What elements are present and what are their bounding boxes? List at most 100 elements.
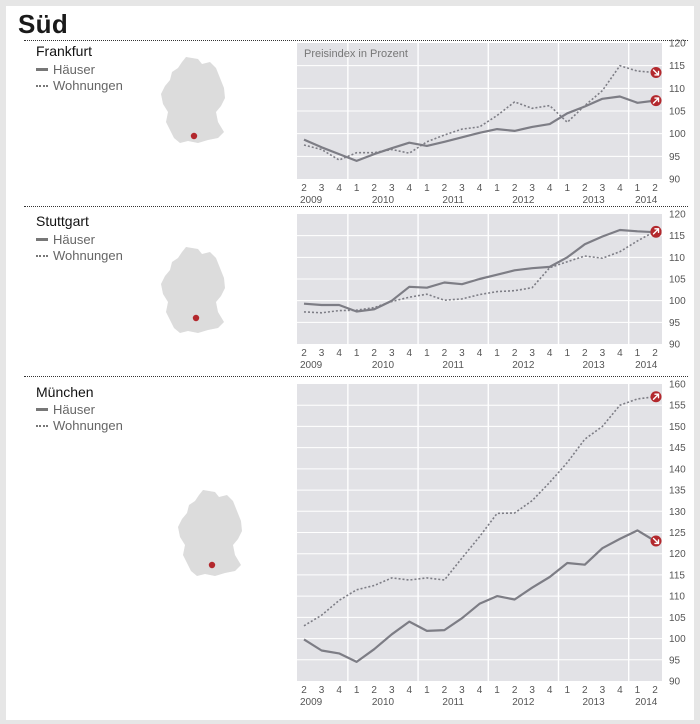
arrow-glyph <box>652 69 660 76</box>
legend-haeuser: Häuser <box>36 402 95 417</box>
x-tick-label: 1 <box>424 183 430 194</box>
legend-haeuser: Häuser <box>36 232 95 247</box>
year-label: 2010 <box>372 697 395 708</box>
year-label: 2009 <box>300 360 323 371</box>
x-tick-label: 1 <box>564 348 570 359</box>
series-line-haeuser <box>303 529 656 664</box>
year-label: 2009 <box>300 195 323 206</box>
x-tick-label: 2 <box>442 685 448 696</box>
year-label: 2014 <box>635 360 658 371</box>
panel-divider <box>24 40 688 41</box>
chart-0: 90 95 100 105 110 115 120 Preisindex in Prozent… <box>161 39 686 206</box>
series-line-wohnungen <box>303 395 656 627</box>
x-tick-label: 2 <box>582 348 588 359</box>
x-tick-label: 4 <box>407 183 413 194</box>
year-label: 2011 <box>442 697 464 708</box>
x-tick-label: 3 <box>529 348 535 359</box>
x-tick-label: 4 <box>477 348 483 359</box>
y-tick-label: 120 <box>669 549 686 560</box>
x-tick-label: 3 <box>600 348 606 359</box>
x-tick-label: 2 <box>582 183 588 194</box>
legend-solid-swatch <box>36 238 48 241</box>
panel-divider <box>24 206 688 207</box>
panel-muenchen: München Häuser Wohnungen <box>6 376 694 720</box>
germany-map-icon <box>161 57 225 143</box>
year-label: 2012 <box>512 195 535 206</box>
year-label: 2012 <box>512 697 535 708</box>
x-tick-label: 3 <box>319 685 325 696</box>
arrow-marker-icon <box>650 225 662 237</box>
arrow-marker-icon <box>650 66 662 78</box>
y-tick-label: 120 <box>669 39 686 50</box>
x-tick-label: 2 <box>301 183 307 194</box>
y-tick-label: 110 <box>669 253 685 264</box>
panel-divider <box>24 376 688 377</box>
x-tick-label: 4 <box>477 685 483 696</box>
y-tick-label: 160 <box>669 380 686 391</box>
germany-shape <box>161 247 225 333</box>
x-tick-label: 3 <box>600 685 606 696</box>
x-tick-label: 4 <box>477 183 483 194</box>
legend-label: Häuser <box>53 232 95 247</box>
x-tick-label: 2 <box>371 685 377 696</box>
city-name: München <box>36 384 94 400</box>
y-tick-label: 100 <box>669 129 686 140</box>
x-tick-label: 3 <box>319 348 325 359</box>
x-tick-label: 1 <box>354 183 360 194</box>
infographic-frame: Süd Frankfurt Häuser Wohnungen Stuttgart… <box>6 6 694 720</box>
year-label: 2013 <box>582 360 605 371</box>
x-tick-label: 2 <box>301 685 307 696</box>
legend-haeuser: Häuser <box>36 62 95 77</box>
y-tick-label: 95 <box>669 655 681 666</box>
germany-shape <box>178 490 242 576</box>
germany-shape <box>161 57 225 143</box>
x-tick-label: 3 <box>600 183 606 194</box>
x-tick-label: 1 <box>354 348 360 359</box>
x-tick-label: 1 <box>424 685 430 696</box>
x-tick-label: 1 <box>564 685 570 696</box>
y-tick-label: 95 <box>669 318 681 329</box>
arrow-glyph <box>652 393 660 400</box>
x-tick-label: 2 <box>512 685 518 696</box>
region-title: Süd <box>18 9 69 39</box>
x-tick-label: 2 <box>371 183 377 194</box>
x-tick-label: 2 <box>301 348 307 359</box>
x-tick-label: 4 <box>336 183 342 194</box>
legend-label: Häuser <box>53 62 95 77</box>
x-tick-label: 3 <box>459 183 465 194</box>
x-tick-label: 1 <box>494 183 500 194</box>
legend-wohnungen: Wohnungen <box>36 418 123 433</box>
x-tick-label: 1 <box>424 348 430 359</box>
y-tick-label: 95 <box>669 152 681 163</box>
x-tick-label: 3 <box>389 183 395 194</box>
y-tick-label: 100 <box>669 296 686 307</box>
panel-frankfurt: Frankfurt Häuser Wohnungen <box>6 36 694 206</box>
year-label: 2014 <box>635 195 658 206</box>
x-tick-label: 2 <box>512 183 518 194</box>
arrow-glyph <box>652 228 660 235</box>
city-location-dot <box>190 132 198 140</box>
y-tick-label: 130 <box>669 507 686 518</box>
y-tick-label: 155 <box>669 401 686 412</box>
x-tick-label: 1 <box>354 685 360 696</box>
legend-label: Wohnungen <box>53 418 123 433</box>
y-tick-label: 145 <box>669 443 686 454</box>
year-label: 2013 <box>582 195 605 206</box>
year-label: 2011 <box>442 360 464 371</box>
germany-map-icon <box>161 247 225 333</box>
x-tick-label: 1 <box>494 685 500 696</box>
year-label: 2010 <box>372 360 395 371</box>
x-tick-label: 2 <box>442 348 448 359</box>
city-name: Stuttgart <box>36 213 89 229</box>
arrow-marker-icon <box>650 95 662 107</box>
city-location-dot <box>192 314 200 322</box>
legend-wohnungen: Wohnungen <box>36 248 123 263</box>
x-tick-label: 4 <box>336 348 342 359</box>
panel-stuttgart: Stuttgart Häuser Wohnungen <box>6 206 694 376</box>
x-tick-label: 3 <box>319 183 325 194</box>
y-tick-label: 120 <box>669 210 686 221</box>
x-tick-label: 4 <box>547 348 553 359</box>
year-label: 2010 <box>372 195 395 206</box>
x-tick-label: 1 <box>635 348 641 359</box>
year-label: 2014 <box>635 697 658 708</box>
